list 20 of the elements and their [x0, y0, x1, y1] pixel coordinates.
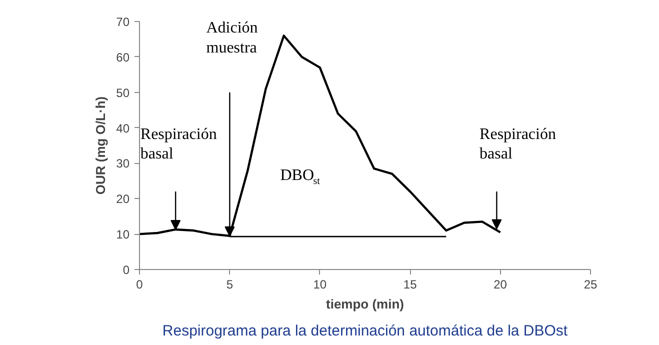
annotation: Respiración basal — [140, 126, 217, 163]
y-tick-label: 30 — [116, 156, 130, 171]
x-tick-label: 0 — [136, 278, 144, 292]
y-tick-label: 10 — [116, 228, 130, 242]
annotation: Adición muestra — [206, 20, 258, 56]
x-tick-label: 15 — [403, 278, 418, 292]
annotation: Respiración basal — [480, 126, 556, 163]
y-axis-title: OUR (mg O/L·h) — [93, 96, 108, 195]
y-tick-label: 50 — [116, 86, 130, 100]
y-tick-label: 40 — [116, 121, 130, 136]
text: Respirograma para la determinación automática de la DBOst — [162, 322, 568, 340]
x-tick-label: 10 — [313, 278, 327, 292]
x-tick-label: 25 — [584, 278, 598, 292]
x-tick-label: 20 — [494, 278, 508, 292]
x-axis-title: tiempo (min) — [326, 296, 404, 312]
y-tick-label: 60 — [116, 50, 130, 64]
y-tick-label: 20 — [116, 192, 130, 206]
x-tick-label: 5 — [226, 278, 234, 292]
y-tick-label: 0 — [122, 263, 130, 277]
y-tick-label: 70 — [116, 15, 130, 29]
